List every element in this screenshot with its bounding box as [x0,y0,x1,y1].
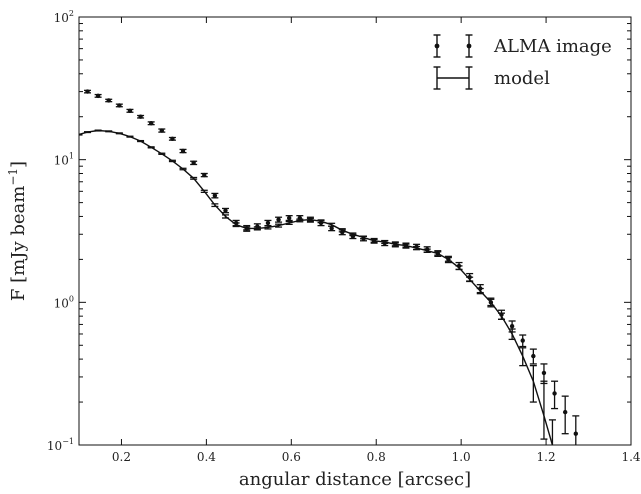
x-tick-label: 0.8 [367,450,386,464]
alma-point-marker [159,128,164,133]
alma-point-marker [446,257,451,262]
alma-point-marker [223,208,228,213]
alma-point-marker [286,215,292,221]
alma-point-marker [127,108,133,114]
legend-entry-model: model [433,66,550,90]
alma-point-marker [541,370,547,376]
alma-point-marker [138,114,143,119]
plot-area [78,16,632,446]
y-tick-label-base: 10 [54,154,69,168]
x-tick-label: 1.0 [452,450,471,464]
alma-point-marker [329,226,334,231]
alma-point-marker [117,103,122,108]
x-tick-label: 0.6 [282,450,301,464]
legend-alma-marker [466,43,472,49]
alma-point-marker [191,160,196,166]
y-tick-label-base: 10 [54,11,69,25]
alma-point-marker [212,193,218,198]
alma-point-marker [414,244,419,250]
x-tick-label: 1.2 [537,450,556,464]
alma-point-marker [318,220,324,226]
alma-point-marker [403,243,409,248]
y-tick-label-exponent: −1 [62,437,74,446]
y-tick-label: 102 [54,9,74,25]
alma-point-marker [424,247,430,252]
legend-alma-marker [434,43,440,49]
alma-point-marker [340,230,345,235]
alma-point-marker [148,121,154,126]
y-axis-title-main: F [mJy beam [8,186,29,301]
y-tick-label-base: 10 [47,439,62,453]
series-model [79,129,556,445]
alma-point-marker [478,286,483,291]
alma-point-marker [202,172,207,178]
alma-point-marker [350,234,356,239]
legend-marker-model [433,66,473,90]
alma-point-marker [233,220,239,226]
alma-point-marker [361,236,366,241]
alma-point-marker [435,251,440,256]
y-tick-label-exponent: 1 [69,152,74,161]
x-tick-label: 1.4 [621,450,640,464]
alma-point-marker [499,312,504,317]
alma-point-marker [276,217,281,222]
y-tick-label: 10−1 [47,437,74,453]
legend-label-alma-image: ALMA image [493,36,612,57]
alma-point-marker [106,98,111,103]
alma-point-marker [297,215,302,221]
legend: ALMA image model [433,34,612,90]
alma-point-marker [562,409,568,415]
alma-point-marker [531,353,536,359]
series-alma-image [83,89,580,445]
alma-point-marker [244,226,249,231]
y-tick-label: 101 [54,152,74,168]
legend-marker-alma-image [433,34,473,58]
x-tick-label: 0.4 [197,450,216,464]
series-layer [79,89,580,445]
alma-point-marker [467,275,472,280]
alma-point-marker [308,217,313,222]
alma-point-marker [265,220,271,226]
model-line [79,129,554,445]
legend-label-model: model [494,68,550,89]
y-tick-label-exponent: 0 [69,294,74,303]
alma-point-marker [488,300,494,305]
alma-point-marker [382,240,387,246]
y-axis-title-close: ] [8,161,29,168]
x-axis-title: angular distance [arcsec] [239,469,471,490]
x-tick-label: 0.2 [112,450,131,464]
alma-point-marker [180,148,186,154]
alma-point-marker [456,263,462,269]
alma-point-marker [371,238,377,243]
alma-point-marker [85,89,90,94]
y-tick-label: 100 [54,294,74,310]
alma-point-marker [520,338,525,343]
alma-point-marker [393,242,398,247]
alma-point-marker [255,224,260,229]
alma-point-marker [170,136,175,142]
alma-point-marker [552,391,557,396]
y-axis-title: F [mJy beam−1] [6,161,29,301]
legend-entry-alma-image: ALMA image [433,34,612,58]
y-axis-title-exponent: −1 [6,168,20,186]
alma-point-marker [573,431,578,436]
y-tick-label-base: 10 [54,296,69,310]
alma-point-marker [95,93,101,99]
y-tick-label-exponent: 2 [69,9,74,18]
x-axis-ticks: 0.2 0.4 0.6 0.8 1.0 1.2 1.4 [112,17,641,464]
alma-point-marker [509,324,515,329]
